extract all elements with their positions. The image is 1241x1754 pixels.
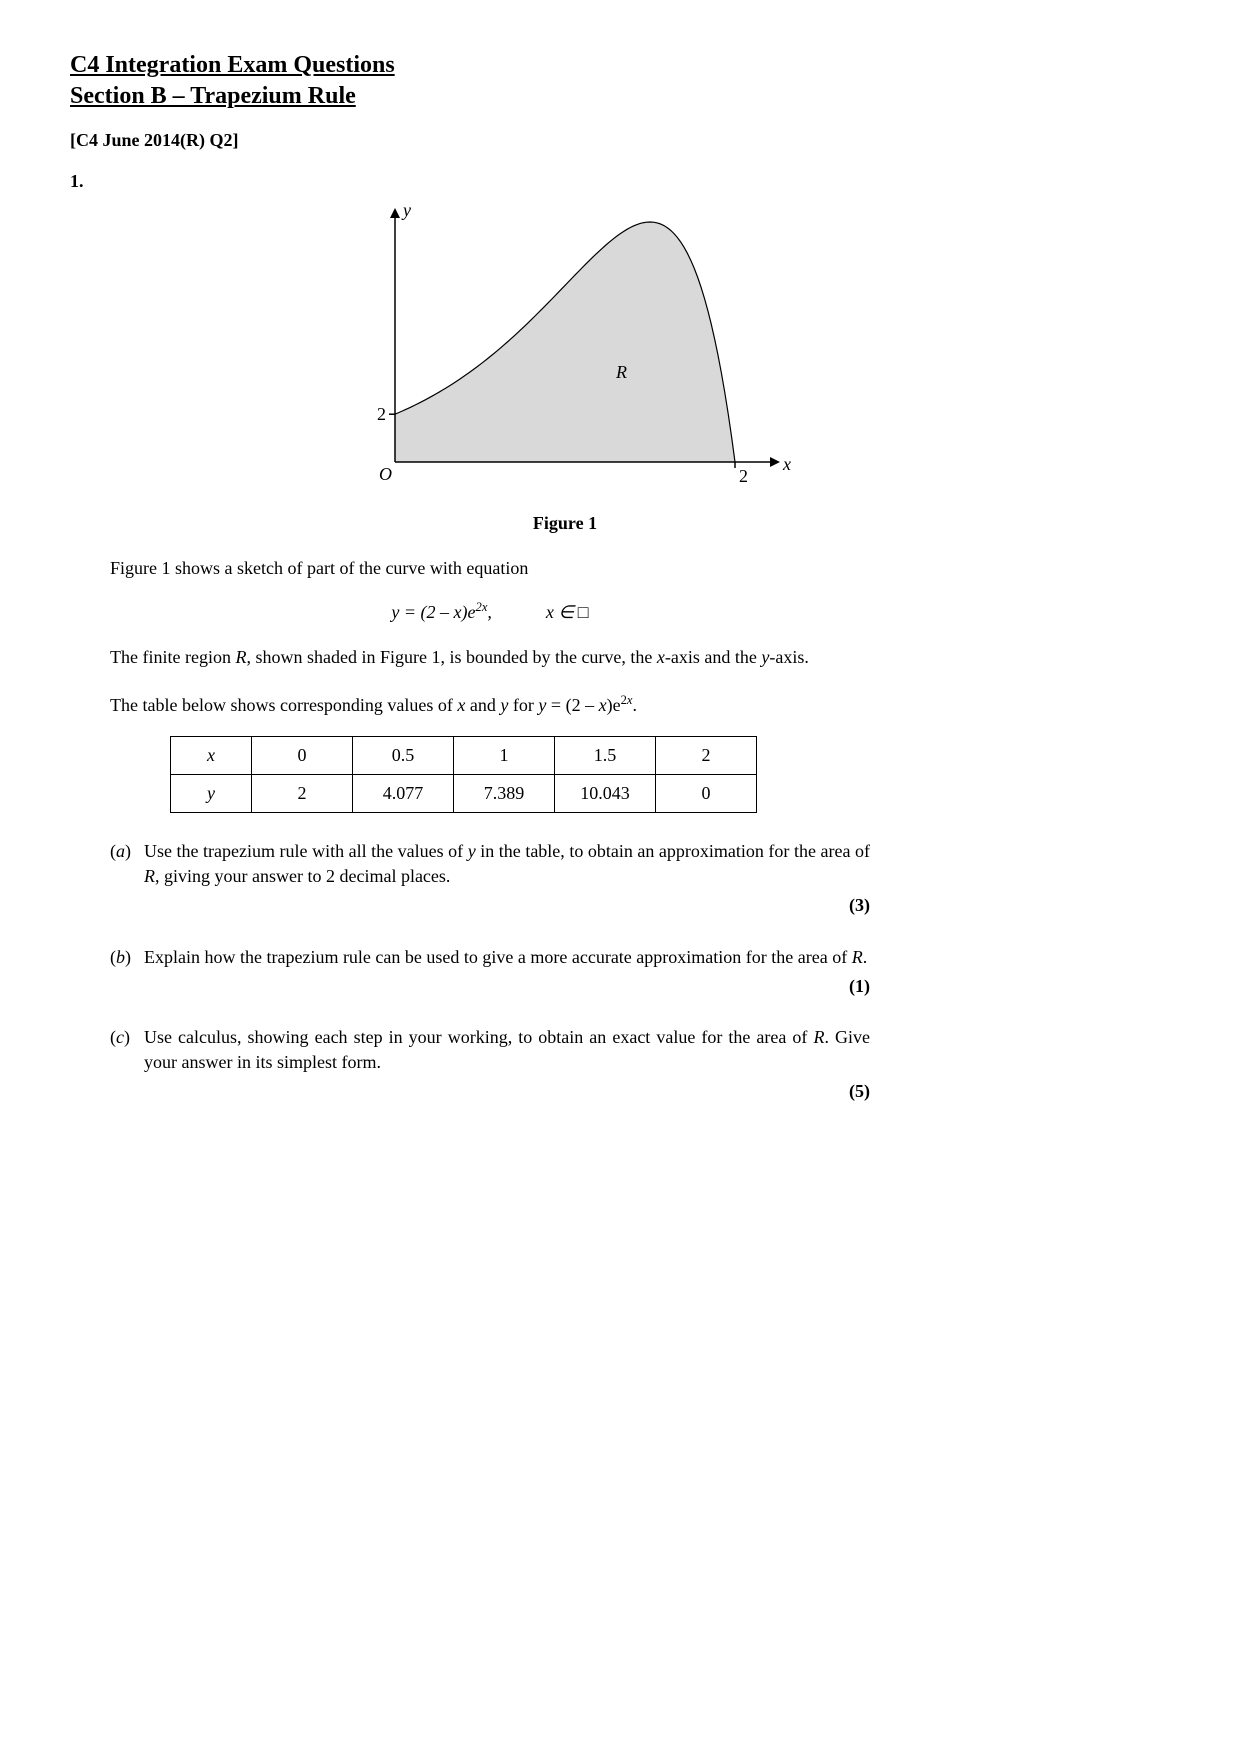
svg-text:2: 2 [739, 466, 748, 486]
page-title: C4 Integration Exam Questions Section B … [70, 50, 1171, 112]
svg-text:y: y [401, 202, 411, 220]
equation: y = (2 – x)e2x, x ∈ □ [110, 600, 870, 623]
title-line-2: Section B – Trapezium Rule [70, 83, 356, 109]
table-cell: 0 [656, 774, 757, 812]
question-body: O22xyR Figure 1 Figure 1 shows a sketch … [110, 202, 870, 1104]
part-label: (b) [110, 945, 144, 999]
part-text: Use the trapezium rule with all the valu… [144, 839, 870, 889]
para-table-intro: The table below shows corresponding valu… [110, 692, 870, 718]
question-part: (b)Explain how the trapezium rule can be… [110, 945, 870, 999]
svg-text:2: 2 [377, 405, 386, 425]
part-body: Use calculus, showing each step in your … [144, 1025, 870, 1105]
part-text: Explain how the trapezium rule can be us… [144, 945, 870, 970]
table-cell: x [171, 736, 252, 774]
table-cell: 0.5 [353, 736, 454, 774]
table-cell: 10.043 [555, 774, 656, 812]
part-marks: (1) [144, 974, 870, 999]
table-cell: 2 [252, 774, 353, 812]
values-table: x00.511.52y24.0777.38910.0430 [170, 736, 757, 813]
figure-svg: O 2 2 x y R [335, 202, 795, 502]
intro-text: Figure 1 shows a sketch of part of the c… [110, 556, 870, 581]
question-number: 1. [70, 171, 1171, 192]
para-region: The finite region R, shown shaded in Fig… [110, 645, 870, 670]
table-cell: 7.389 [454, 774, 555, 812]
table-cell: 0 [252, 736, 353, 774]
table-cell: 1 [454, 736, 555, 774]
part-marks: (3) [144, 893, 870, 918]
part-text: Use calculus, showing each step in your … [144, 1025, 870, 1075]
svg-text:R: R [615, 362, 627, 382]
title-line-1: C4 Integration Exam Questions [70, 52, 395, 78]
figure-caption: Figure 1 [260, 513, 870, 534]
figure-1: O 2 2 x y R Figure 1 [260, 202, 870, 534]
part-body: Explain how the trapezium rule can be us… [144, 945, 870, 999]
svg-text:O: O [379, 464, 392, 484]
table-cell: 4.077 [353, 774, 454, 812]
table-cell: 2 [656, 736, 757, 774]
table-cell: 1.5 [555, 736, 656, 774]
parts-list: (a)Use the trapezium rule with all the v… [110, 839, 870, 1105]
question-source: [C4 June 2014(R) Q2] [70, 130, 1171, 151]
question-part: (a)Use the trapezium rule with all the v… [110, 839, 870, 919]
part-marks: (5) [144, 1079, 870, 1104]
table-cell: y [171, 774, 252, 812]
part-label: (c) [110, 1025, 144, 1105]
part-body: Use the trapezium rule with all the valu… [144, 839, 870, 919]
question-part: (c)Use calculus, showing each step in yo… [110, 1025, 870, 1105]
svg-text:x: x [782, 454, 791, 474]
part-label: (a) [110, 839, 144, 919]
